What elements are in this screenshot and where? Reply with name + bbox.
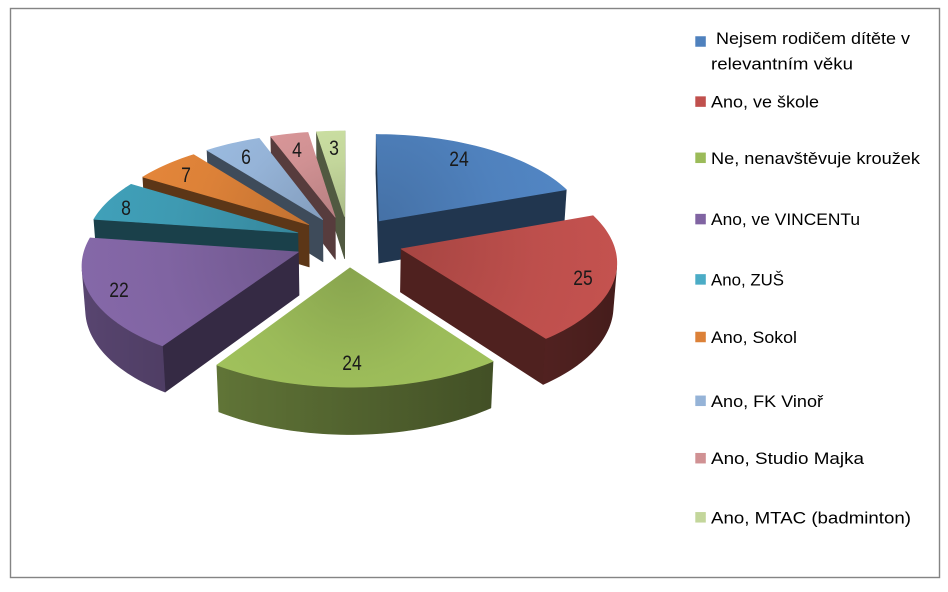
svg-text:7: 7 (181, 164, 191, 187)
svg-text:Ano, ve VINCENTu: Ano, ve VINCENTu (711, 211, 860, 229)
svg-text:24: 24 (449, 148, 469, 171)
svg-text:22: 22 (109, 279, 129, 302)
svg-text:Ano, ZUŠ: Ano, ZUŠ (711, 270, 784, 289)
svg-text:6: 6 (241, 146, 251, 169)
svg-text:Ano, ve škole: Ano, ve škole (711, 94, 819, 112)
svg-text:4: 4 (292, 139, 302, 162)
svg-text:24: 24 (342, 352, 362, 375)
svg-text:Ano, MTAC (badminton): Ano, MTAC (badminton) (711, 509, 911, 527)
svg-text:Nejsem rodičem dítěte v: Nejsem rodičem dítěte v (711, 30, 911, 48)
svg-text:25: 25 (573, 267, 593, 290)
svg-text:3: 3 (329, 137, 339, 160)
svg-text:Ano, FK Vinoř: Ano, FK Vinoř (711, 393, 824, 411)
svg-text:Ne, nenavštěvuje kroužek: Ne, nenavštěvuje kroužek (711, 150, 921, 168)
svg-text:relevantním věku: relevantním věku (711, 56, 853, 74)
svg-text:Ano, Sokol: Ano, Sokol (711, 329, 797, 347)
svg-text:Ano, Studio Majka: Ano, Studio Majka (711, 450, 865, 468)
svg-text:8: 8 (121, 197, 131, 220)
